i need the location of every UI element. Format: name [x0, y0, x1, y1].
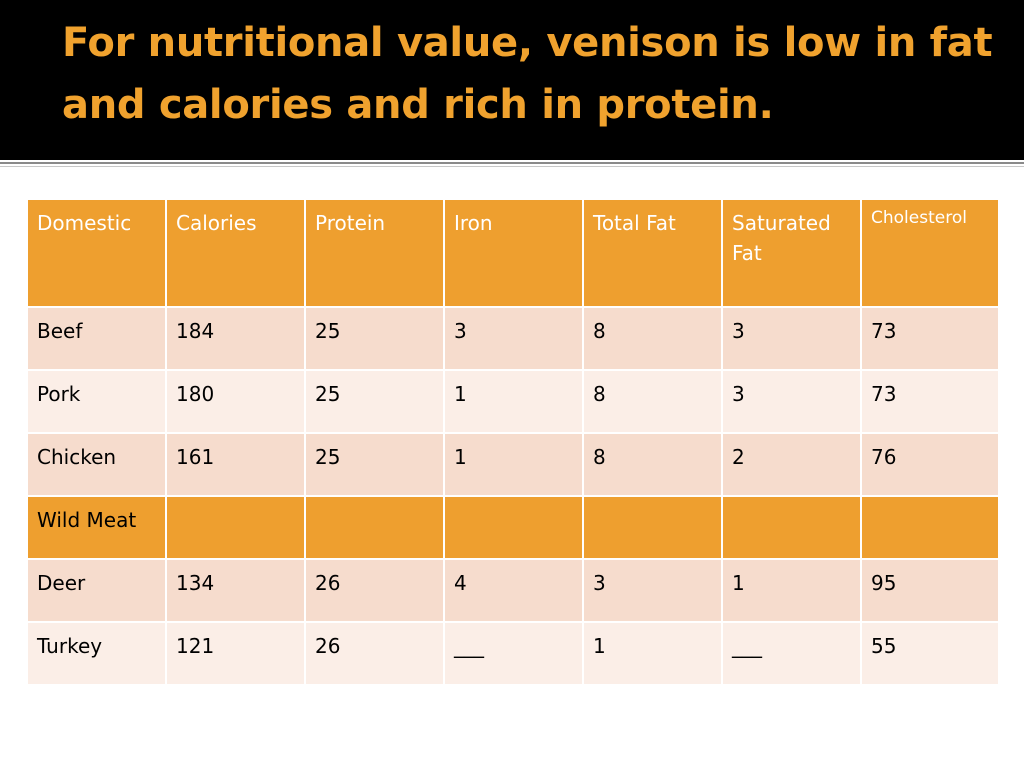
table-cell: 8 [582, 306, 723, 371]
table-cell: 4 [443, 558, 584, 623]
table-cell: 8 [582, 369, 723, 434]
header-cell-total-fat: Total Fat [582, 198, 723, 308]
table-cell: Beef [26, 306, 167, 371]
table-cell: 3 [582, 558, 723, 623]
table-cell: 73 [860, 369, 1000, 434]
table-row: Beef 184 25 3 8 3 73 [26, 306, 1000, 371]
table-cell: 180 [165, 369, 306, 434]
table-cell: 1 [582, 621, 723, 686]
table-cell: 184 [165, 306, 306, 371]
table-cell: 1 [443, 432, 584, 497]
table-cell: Turkey [26, 621, 167, 686]
table-row: Pork 180 25 1 8 3 73 [26, 369, 1000, 434]
table-cell: ___ [443, 621, 584, 686]
table-cell: 55 [860, 621, 1000, 686]
table-cell: 1 [443, 369, 584, 434]
table-cell: 8 [582, 432, 723, 497]
table-cell: 25 [304, 306, 445, 371]
header-cell-cholesterol: Cholesterol [860, 198, 1000, 308]
header-cell-domestic: Domestic [26, 198, 167, 308]
table-cell: ___ [721, 621, 862, 686]
table-cell: Chicken [26, 432, 167, 497]
header-cell-protein: Protein [304, 198, 445, 308]
table-cell: 1 [721, 558, 862, 623]
table-cell: 3 [721, 369, 862, 434]
table-cell: 26 [304, 621, 445, 686]
table-cell: Pork [26, 369, 167, 434]
slide-title-bar: For nutritional value, venison is low in… [0, 0, 1024, 160]
header-cell-calories: Calories [165, 198, 306, 308]
table-header-row: Domestic Calories Protein Iron Total Fat… [26, 198, 1000, 308]
section-label-wild-meat: Wild Meat [26, 495, 167, 560]
table-cell: 76 [860, 432, 1000, 497]
table-row: Deer 134 26 4 3 1 95 [26, 558, 1000, 623]
table-cell: 3 [443, 306, 584, 371]
table-cell: 25 [304, 369, 445, 434]
table-cell [860, 495, 1000, 560]
table-cell: 26 [304, 558, 445, 623]
header-cell-iron: Iron [443, 198, 584, 308]
header-cell-saturated-fat: Saturated Fat [721, 198, 862, 308]
table-cell [582, 495, 723, 560]
table-cell: 161 [165, 432, 306, 497]
table-cell: 73 [860, 306, 1000, 371]
table-cell [165, 495, 306, 560]
nutrition-table: Domestic Calories Protein Iron Total Fat… [26, 198, 1000, 686]
table-cell: 3 [721, 306, 862, 371]
table-cell: 121 [165, 621, 306, 686]
title-divider [0, 162, 1024, 164]
table-cell [443, 495, 584, 560]
table-cell [721, 495, 862, 560]
table-cell: Deer [26, 558, 167, 623]
title-divider-thin [0, 166, 1024, 167]
table-cell: 95 [860, 558, 1000, 623]
slide-title: For nutritional value, venison is low in… [62, 20, 993, 128]
table-cell: 134 [165, 558, 306, 623]
table-section-row: Wild Meat [26, 495, 1000, 560]
table-row: Turkey 121 26 ___ 1 ___ 55 [26, 621, 1000, 686]
table-cell: 2 [721, 432, 862, 497]
table-cell [304, 495, 445, 560]
table-cell: 25 [304, 432, 445, 497]
table-row: Chicken 161 25 1 8 2 76 [26, 432, 1000, 497]
